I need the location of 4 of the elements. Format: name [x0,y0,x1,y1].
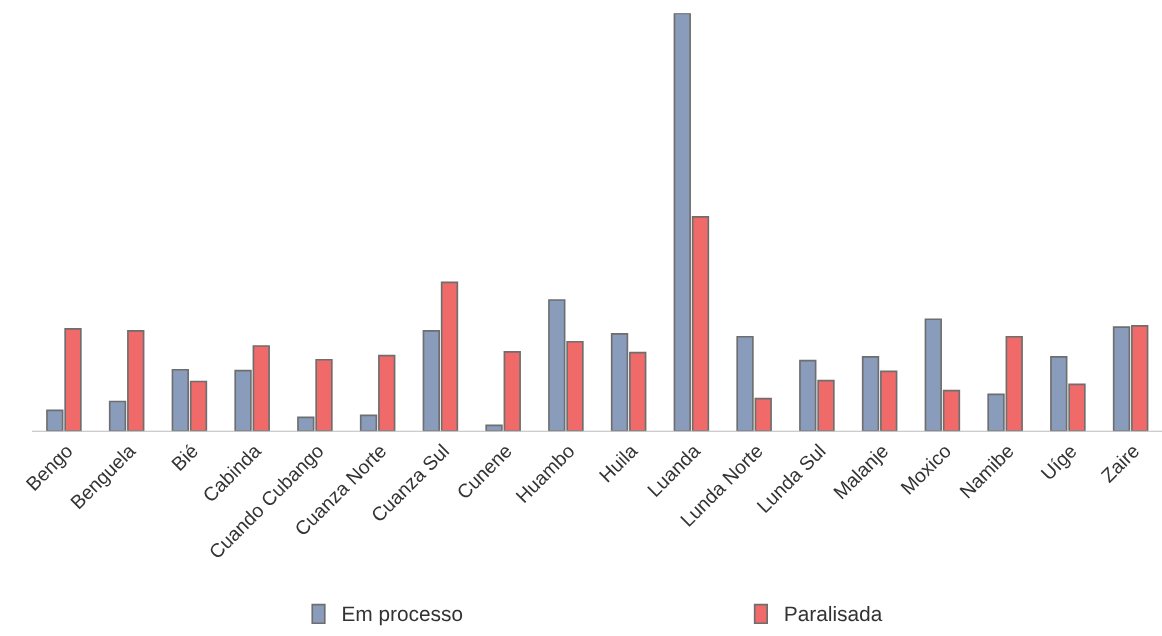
x-tick-label: Uíge [1039,442,1081,484]
legend-label: Em processo [343,606,463,626]
legend-label: Paralisada [785,605,883,622]
x-tick-label: Bié [170,442,199,472]
